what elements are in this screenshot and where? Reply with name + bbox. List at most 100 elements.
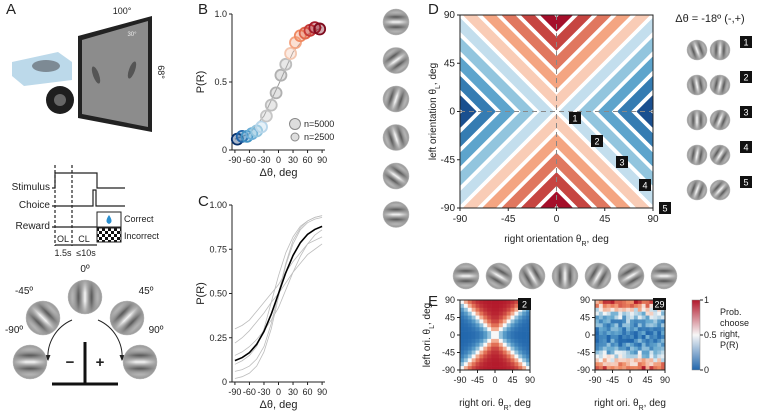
heatmap-cell: [471, 307, 476, 312]
heatmap-cell: [479, 327, 484, 332]
heatmap-cell: [602, 315, 607, 320]
heatmap-cell: [637, 346, 642, 351]
heatmap-cell: [649, 303, 654, 309]
heatmap-cell: [614, 338, 619, 344]
heatmap-cell: [498, 354, 504, 359]
heatmap-cell: [595, 315, 600, 320]
heatmap-cell: [661, 358, 666, 363]
heatmap-cell: [645, 366, 650, 371]
heatmap-cell: [506, 311, 511, 316]
heatmap-cell: [661, 354, 666, 359]
heatmap-cell: [610, 311, 615, 316]
heatmap-cell: [506, 350, 511, 355]
heatmap-cell: [649, 350, 654, 355]
heatmap-cell: [475, 323, 480, 328]
heatmap-cell: [491, 366, 496, 371]
heatmap-cell: [487, 350, 492, 355]
heatmap-cell: [602, 350, 607, 355]
heatmap-cell: [606, 350, 611, 355]
x-tick-label: -90: [453, 375, 466, 385]
heatmap-cell: [657, 331, 662, 336]
heatmap-cell: [495, 315, 500, 320]
heatmap-cell: [487, 346, 492, 351]
stripe: [501, 15, 557, 71]
heatmap-cell: [463, 307, 469, 312]
heatmap-cell: [514, 300, 519, 305]
heatmap-cell: [618, 346, 623, 351]
heatmap-cell: [622, 323, 627, 328]
heatmap-cell: [657, 362, 662, 367]
heatmap-cell: [506, 300, 511, 305]
heatmap-cell: [614, 331, 619, 336]
heatmap-cell: [498, 342, 504, 347]
y-tick-label: 0: [222, 145, 227, 155]
period-label: CL: [78, 234, 90, 244]
heatmap-cell: [460, 307, 465, 312]
heatmap-cell: [475, 331, 480, 336]
heatmap-cell: [630, 366, 635, 371]
heatmap-cell: [649, 315, 654, 320]
gabor: [382, 8, 410, 36]
y-tick-label: 1.00: [209, 200, 227, 210]
heatmap-cell: [514, 315, 519, 320]
heatmap-cell: [479, 354, 484, 359]
heatmap-cell: [526, 358, 531, 363]
stripe: [460, 111, 516, 167]
y-tick-label: 0: [585, 330, 590, 340]
gabor: [686, 39, 708, 61]
heatmap-cell: [498, 335, 504, 340]
heatmap-cell: [514, 335, 519, 340]
heatmap-cell: [657, 335, 662, 340]
screen-height: 68°: [156, 65, 166, 79]
heatmap-cell: [614, 342, 619, 347]
heatmap-cell: [602, 366, 607, 371]
heatmap-cell: [514, 346, 519, 351]
heatmap-cell: [641, 307, 646, 312]
heatmap-cell: [598, 342, 604, 347]
heatmap-cell: [498, 358, 504, 363]
heatmap-cell: [506, 327, 511, 332]
heatmap-cell: [479, 350, 484, 355]
heatmap-cell: [526, 335, 531, 340]
x-tick-label: 30: [288, 387, 298, 397]
heatmap-cell: [595, 362, 600, 367]
heatmap-cell: [467, 327, 472, 332]
heatmap-cell: [460, 327, 465, 332]
stripe: [578, 36, 653, 112]
heatmap-cell: [626, 338, 631, 344]
heatmap-cell: [602, 311, 607, 316]
heatmap-cell: [460, 358, 465, 363]
heatmap-cell: [606, 338, 611, 344]
stripe-tag-label: 5: [662, 204, 667, 214]
heatmap-cell: [645, 300, 650, 305]
heatmap-cell: [595, 307, 600, 312]
y-axis-label: left orientation θL, deg: [428, 63, 442, 160]
heatmap-cell: [598, 311, 604, 316]
heatmap-cell: [479, 362, 484, 367]
heatmap-cell: [475, 358, 480, 363]
heatmap-cell: [595, 346, 600, 351]
heatmap-cell: [467, 342, 472, 347]
period-label: OL: [57, 234, 69, 244]
heatmap-cell: [479, 315, 484, 320]
screen: [82, 21, 148, 127]
heatmap-cell: [657, 354, 662, 359]
heatmap-cell: [471, 303, 476, 309]
heatmap-cell: [622, 300, 627, 305]
heatmap-cell: [483, 338, 488, 344]
heatmap-cell: [518, 323, 523, 328]
heatmap-cell: [614, 315, 619, 320]
gabor-envelope: [382, 162, 410, 190]
y-tick-label: -45: [577, 348, 590, 358]
heatmap-cell: [460, 311, 465, 316]
heatmap-cell: [514, 303, 519, 309]
heatmap-cell: [487, 315, 492, 320]
heatmap-cell: [502, 335, 507, 340]
heatmap-cell: [483, 362, 488, 367]
heatmap-cell: [622, 358, 627, 363]
heatmap-cell: [460, 366, 465, 371]
heatmap-cell: [463, 342, 469, 347]
heatmap-cell: [463, 315, 469, 320]
heatmap-cell: [606, 358, 611, 363]
y-tick-label: 0: [449, 107, 455, 118]
